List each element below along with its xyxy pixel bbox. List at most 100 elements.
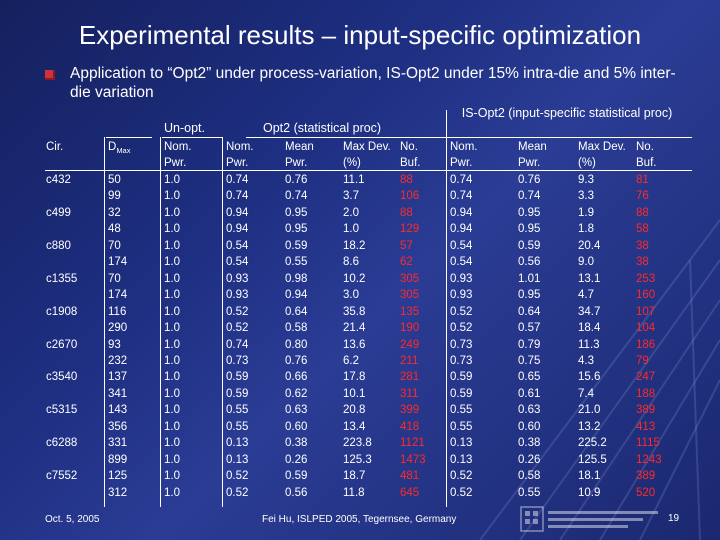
table-cell: 0.93 — [226, 273, 249, 285]
table-cell: 0.74 — [518, 190, 541, 202]
footer-center-text: Fei Hu, ISLPED 2005, Tegernsee, Germany — [262, 514, 457, 525]
cell-circuit: c2670 — [46, 339, 78, 351]
table-cell: 1.0 — [164, 273, 180, 285]
col-header-line1: Max Dev. — [578, 141, 626, 153]
table-cell: 1.0 — [164, 223, 180, 235]
table-cell: 0.94 — [226, 207, 249, 219]
cell-dmax: 50 — [108, 174, 121, 186]
col-header-line1: No. — [400, 141, 418, 153]
table-cell: 0.73 — [450, 355, 473, 367]
col-header-cir: Cir. — [46, 141, 64, 153]
table-cell: 190 — [400, 322, 420, 334]
table-cell: 0.93 — [450, 289, 473, 301]
table-cell: 520 — [636, 487, 656, 499]
table-cell: 81 — [636, 174, 649, 186]
table-cell: 0.55 — [285, 256, 308, 268]
table-cell: 0.59 — [518, 240, 541, 252]
table-cell: 1.0 — [164, 404, 180, 416]
table-cell: 0.63 — [518, 404, 541, 416]
col-header-line2: (%) — [343, 157, 361, 169]
table-cell: 76 — [636, 190, 649, 202]
table-cell: 1.0 — [164, 306, 180, 318]
group-underline-dmax — [106, 137, 152, 138]
cell-dmax: 356 — [108, 421, 128, 433]
table-cell: 0.52 — [226, 306, 249, 318]
cell-circuit: c5315 — [46, 404, 78, 416]
table-cell: 1.0 — [164, 240, 180, 252]
table-cell: 249 — [400, 339, 420, 351]
table-cell: 57 — [400, 240, 413, 252]
table-cell: 1.0 — [164, 421, 180, 433]
cell-dmax: 143 — [108, 404, 128, 416]
col-header-line1: Nom. — [450, 141, 478, 153]
table-cell: 0.62 — [285, 388, 308, 400]
table-cell: 1.0 — [164, 339, 180, 351]
table-cell: 0.61 — [518, 388, 541, 400]
table-cell: 0.13 — [450, 454, 473, 466]
table-cell: 0.60 — [518, 421, 541, 433]
cell-circuit: c7552 — [46, 470, 78, 482]
table-cell: 88 — [636, 207, 649, 219]
table-cell: 1.0 — [343, 223, 359, 235]
table-cell: 0.74 — [226, 190, 249, 202]
cell-circuit: c1908 — [46, 306, 78, 318]
table-cell: 35.8 — [343, 306, 366, 318]
table-cell: 0.74 — [450, 190, 473, 202]
footer-date: Oct. 5, 2005 — [45, 514, 100, 525]
table-cell: 62 — [400, 256, 413, 268]
col-header-line1: Nom. — [164, 141, 192, 153]
table-cell: 481 — [400, 470, 420, 482]
table-cell: 1.8 — [578, 223, 594, 235]
table-cell: 0.74 — [226, 339, 249, 351]
cell-dmax: 174 — [108, 289, 128, 301]
table-cell: 0.58 — [285, 322, 308, 334]
table-cell: 0.52 — [450, 487, 473, 499]
cell-dmax: 137 — [108, 371, 128, 383]
table-cell: 21.0 — [578, 404, 601, 416]
divider-opt2 — [446, 110, 447, 507]
table-cell: 418 — [400, 421, 420, 433]
table-cell: 0.55 — [450, 421, 473, 433]
col-header-line1: No. — [636, 141, 654, 153]
table-cell: 13.1 — [578, 273, 601, 285]
table-cell: 0.75 — [518, 355, 541, 367]
table-cell: 0.26 — [285, 454, 308, 466]
table-cell: 0.52 — [226, 322, 249, 334]
table-cell: 17.8 — [343, 371, 366, 383]
table-cell: 311 — [400, 388, 419, 400]
table-cell: 1.0 — [164, 371, 180, 383]
table-cell: 1.0 — [164, 256, 180, 268]
table-cell: 0.80 — [285, 339, 308, 351]
cell-dmax: 116 — [108, 306, 127, 318]
table-cell: 18.2 — [343, 240, 366, 252]
table-cell: 0.95 — [518, 223, 541, 235]
table-cell: 0.63 — [285, 404, 308, 416]
table-cell: 7.4 — [578, 388, 594, 400]
table-cell: 10.2 — [343, 273, 366, 285]
cell-circuit: c880 — [46, 240, 71, 252]
table-cell: 305 — [400, 289, 420, 301]
table-cell: 4.3 — [578, 355, 594, 367]
cell-dmax: 331 — [108, 437, 128, 449]
table-cell: 11.3 — [578, 339, 600, 351]
table-cell: 9.0 — [578, 256, 594, 268]
table-cell: 0.13 — [450, 437, 473, 449]
table-cell: 8.6 — [343, 256, 359, 268]
table-cell: 0.76 — [518, 174, 541, 186]
table-cell: 3.0 — [343, 289, 359, 301]
table-cell: 1.0 — [164, 388, 180, 400]
col-header-dmax-subscript: Max — [116, 146, 131, 155]
cell-circuit: c6288 — [46, 437, 78, 449]
table-cell: 135 — [400, 306, 420, 318]
table-cell: 0.52 — [450, 322, 473, 334]
group-underline-isopt2 — [446, 137, 692, 138]
table-cell: 1121 — [400, 437, 425, 449]
table-cell: 1.0 — [164, 437, 180, 449]
table-cell: 3.7 — [343, 190, 359, 202]
table-cell: 0.60 — [285, 421, 308, 433]
table-cell: 0.26 — [518, 454, 541, 466]
table-cell: 0.94 — [450, 223, 473, 235]
cell-dmax: 99 — [108, 190, 121, 202]
table-cell: 0.74 — [285, 190, 308, 202]
